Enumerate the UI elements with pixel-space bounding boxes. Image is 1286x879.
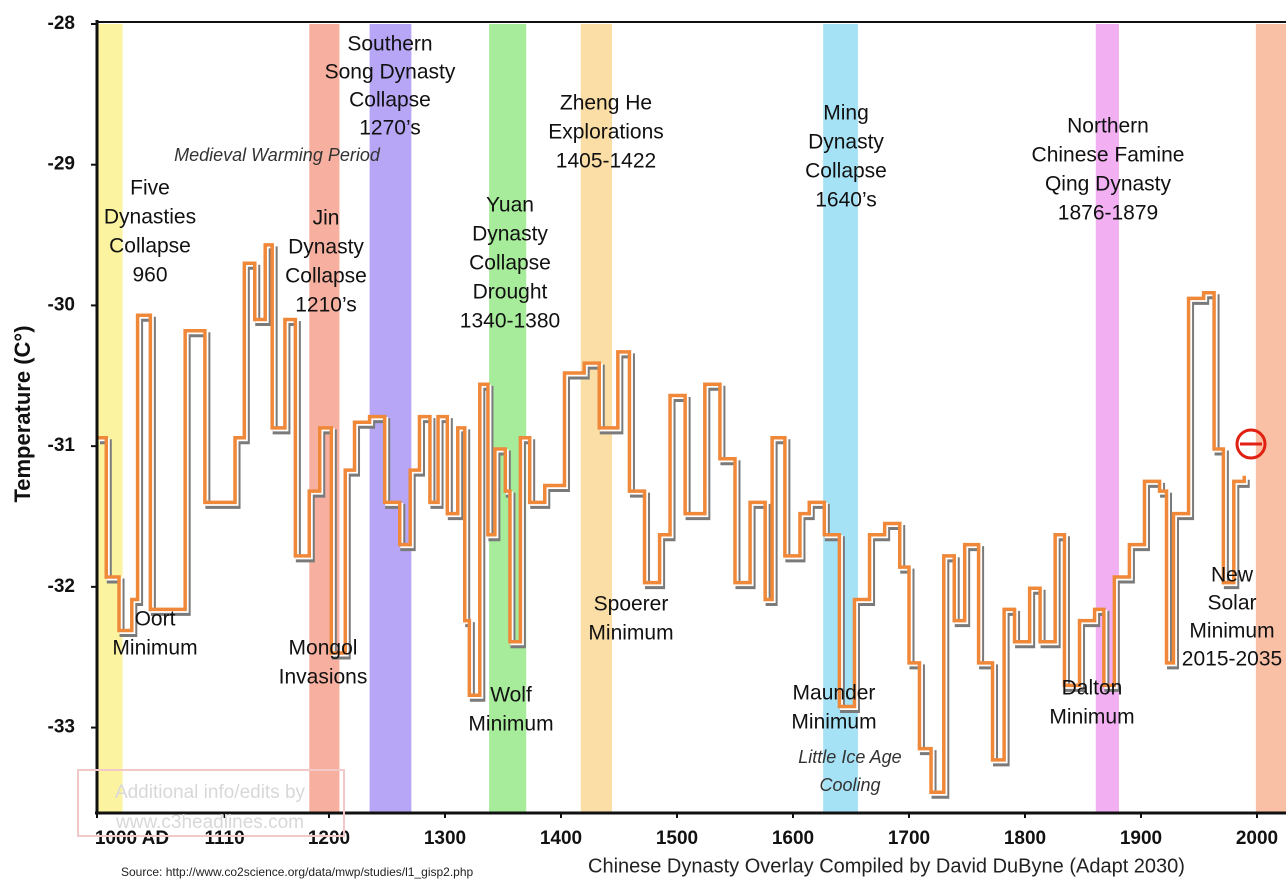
x-tick-label: 1400 [540, 828, 582, 849]
y-tick-label: -30 [48, 294, 75, 315]
y-tick-label: -31 [48, 435, 76, 456]
annotation: Minimum [1049, 706, 1134, 729]
annotations: Southern Song Dynasty Collapse 1270’s Mediev… [104, 33, 1282, 795]
band [309, 24, 340, 812]
annotation: Drought [473, 281, 548, 304]
x-tick-label: 1000 AD [95, 828, 169, 849]
annotation: Song Dynasty [325, 61, 456, 84]
annotation: 1640’s [815, 189, 877, 212]
y-axis-label: Temperature (C°) [10, 325, 35, 502]
annotation: 960 [132, 264, 167, 287]
annotation: Zheng He [560, 92, 652, 115]
line [97, 243, 1246, 795]
annotation: Southern [347, 33, 432, 56]
x-tick-label: 1200 [308, 828, 350, 849]
lines [97, 243, 1250, 799]
annotation: Minimum [1189, 620, 1274, 643]
x-tick-label: 1600 [772, 828, 814, 849]
annotation: Minimum [791, 711, 876, 734]
annotation: Spoerer [594, 593, 669, 616]
annotation: Dynasties [104, 206, 196, 229]
band [580, 24, 613, 812]
x-tick-label: 1500 [656, 828, 698, 849]
annotation: Collapse [805, 160, 887, 183]
annotation: Minimum [112, 637, 197, 660]
annotation: Dalton [1062, 677, 1123, 700]
y-tick-label: -32 [48, 576, 75, 597]
annotation: Collapse [349, 89, 431, 112]
band [97, 24, 123, 812]
x-tick-label: 1800 [1004, 828, 1046, 849]
y-tick-label: -29 [48, 154, 75, 175]
annotation: Minimum [588, 622, 673, 645]
annotation: Minimum [468, 713, 553, 736]
annotation: Dynasty [472, 223, 548, 246]
x-tick-label: 1110 [205, 828, 245, 849]
annotation: Dynasty [808, 131, 884, 154]
ticks: -28 -29 -30 -31 -32 -33 1000 AD 1110 1200 1300 140… [48, 13, 1279, 849]
credit: Chinese Dynasty Overlay Compiled by Davi… [588, 855, 1185, 877]
bands [97, 24, 1286, 812]
annotation: Dynasty [288, 236, 364, 259]
annotation: Qing Dynasty [1045, 173, 1172, 196]
source: Source: http://www.co2science.org/data/m… [121, 865, 474, 879]
annotation: Maunder [793, 682, 876, 705]
watermark-line: www.c3headlines.com [115, 812, 304, 833]
line-halo [99, 245, 1248, 796]
annotation: Five [130, 177, 170, 200]
annotation: Ming [823, 102, 869, 125]
annotation: Jin [313, 207, 340, 230]
annotation: Collapse [109, 235, 191, 258]
watermark-line: Additional info/edits by [115, 782, 306, 803]
annotation: 1210’s [295, 294, 357, 317]
annotation: Mongol [289, 637, 358, 660]
annotation: New [1211, 564, 1254, 587]
annotation: Northern [1067, 115, 1149, 138]
marker-circle [1235, 428, 1267, 460]
band [489, 24, 527, 812]
band [1255, 24, 1286, 812]
annotation: Wolf [490, 684, 532, 707]
annotation: Medieval Warming Period [174, 145, 381, 165]
x-tick-label: 1900 [1120, 828, 1162, 849]
watermark-box [77, 769, 345, 837]
annotation: Cooling [819, 775, 880, 795]
x-tick-label: 2000 [1236, 828, 1278, 849]
annotation: 2015-2035 [1182, 648, 1282, 671]
annotation: 1270’s [359, 117, 421, 140]
annotation: 1405-1422 [556, 150, 656, 173]
annotation: Chinese Famine [1032, 144, 1185, 167]
annotation: Invasions [279, 666, 368, 689]
annotation: 1876-1879 [1058, 202, 1158, 225]
x-tick-label: 1300 [424, 828, 466, 849]
y-tick-label: -33 [48, 717, 75, 738]
annotation: Collapse [285, 265, 367, 288]
annotation: 1340-1380 [460, 310, 560, 333]
annotation: Little Ice Age [798, 747, 901, 767]
y-tick-label: -28 [48, 13, 75, 34]
annotation: Collapse [469, 252, 551, 275]
x-tick-label: 1700 [888, 828, 930, 849]
annotation: Explorations [548, 121, 664, 144]
annotation: Oort [135, 608, 176, 631]
annotation: Yuan [486, 194, 534, 217]
annotation: Solar [1207, 592, 1256, 615]
